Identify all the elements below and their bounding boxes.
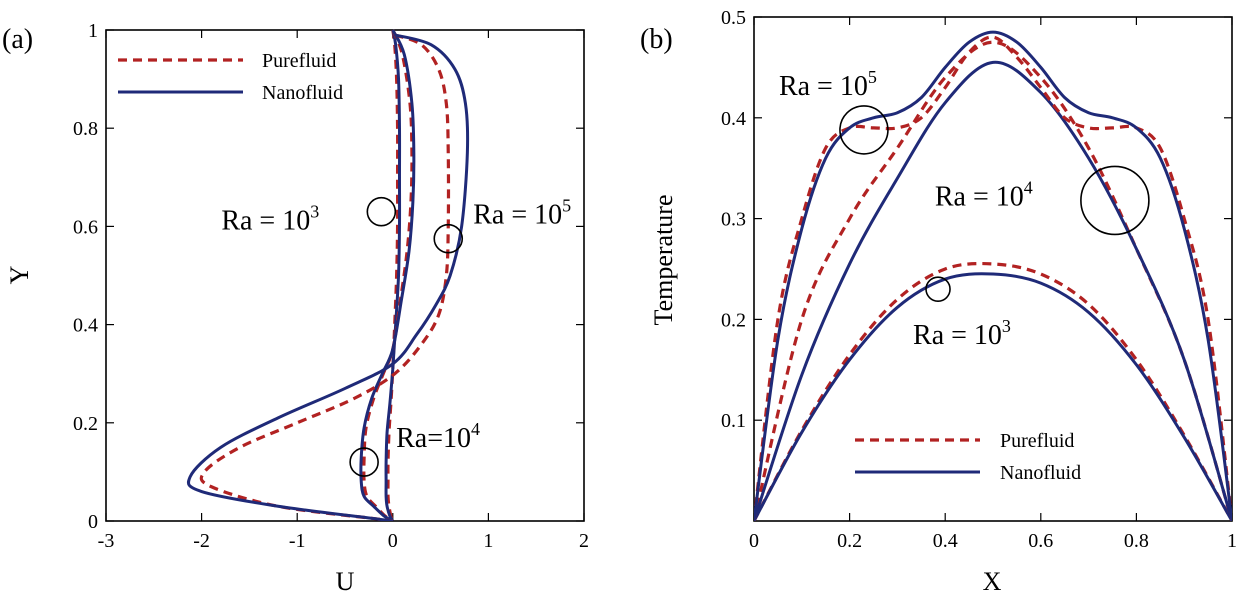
x-tick-label: -1 [289,530,306,552]
x-tick-label: 1 [1227,530,1237,552]
legend-label-nanofluid: Nanofluid [1000,462,1081,484]
x-axis-label: X [983,567,1002,596]
plot-frame [753,16,1233,522]
series-line-purefluid-ra104 [754,40,1232,521]
annotation-circle [839,105,889,155]
y-axis-label: Temperature [649,195,678,326]
annotation-circle [349,447,379,477]
series-line-purefluid-ra103 [386,29,400,521]
legend-label-purefluid: Purefluid [1000,430,1074,452]
y-tick-label: 1 [88,20,98,42]
x-tick-label: 0 [388,530,398,552]
annotation-circle [433,223,464,254]
annotation-label: Ra=104 [396,419,480,454]
x-axis-label: U [336,567,355,596]
series-line-nanofluid-ra103 [754,272,1232,521]
y-axis-label: Y [5,265,34,284]
y-tick-label: 0.2 [73,413,98,435]
annotation-label: Ra = 105 [779,67,877,102]
y-tick-label: 0.4 [721,108,746,130]
y-tick-label: 0.3 [721,209,746,231]
x-tick-label: 0 [749,530,759,552]
series-layer [754,30,1232,521]
y-tick-label: 0.1 [721,410,746,432]
annotation-label: Ra = 105 [473,196,571,231]
legend: Purefluid Nanofluid [855,430,1081,484]
x-tick-label: 0.4 [933,530,958,552]
x-tick-label: 0.8 [1124,530,1149,552]
series-line-purefluid-ra105 [199,33,451,521]
legend-label-purefluid: Purefluid [262,50,336,72]
x-tick-label: 0.2 [837,530,862,552]
series-line-nanofluid-ra105 [754,30,1232,521]
x-tick-label: -3 [98,530,115,552]
y-tick-label: 0.5 [721,7,746,29]
series-line-purefluid-ra105 [754,35,1232,521]
legend-label-nanofluid: Nanofluid [262,82,343,104]
panel-label: (a) [2,24,33,55]
series-line-nanofluid-ra104 [754,60,1232,521]
annotation-label: Ra = 103 [221,202,319,237]
annotation-label: Ra = 103 [913,316,1011,351]
y-tick-label: 0.4 [73,315,98,337]
series-line-nanofluid-ra105 [186,33,470,521]
series-layer [186,29,470,521]
chart-panel-b: 0 0.2 0.4 0.6 0.8 1 0.1 0.2 0.3 0.4 0.5 X Temperatur… [640,7,1237,596]
legend: Purefluid Nanofluid [118,50,343,104]
x-tick-label: -2 [193,530,210,552]
series-line-nanofluid-ra103 [384,29,402,521]
y-tick-label: 0 [88,511,98,533]
annotation-label: Ra = 104 [935,177,1033,212]
annotation-circle [1080,165,1150,236]
plot-frame [105,29,585,522]
y-tick-label: 0.8 [73,118,98,140]
panel-label: (b) [640,24,673,55]
y-tick-label: 0.2 [721,309,746,331]
annotation-circle [925,276,951,302]
chart-panel-a: -3 -2 -1 0 1 2 0 0.2 0.4 0.6 0.8 1 U Y (a) Ra = 103 Ra =… [2,20,589,596]
series-line-purefluid-ra103 [754,261,1232,521]
y-tick-label: 0.6 [73,216,98,238]
x-tick-label: 2 [579,530,589,552]
series-line-nanofluid-ra104 [359,29,416,521]
x-tick-label: 0.6 [1028,530,1053,552]
x-tick-label: 1 [483,530,493,552]
annotation-circle [366,196,397,227]
